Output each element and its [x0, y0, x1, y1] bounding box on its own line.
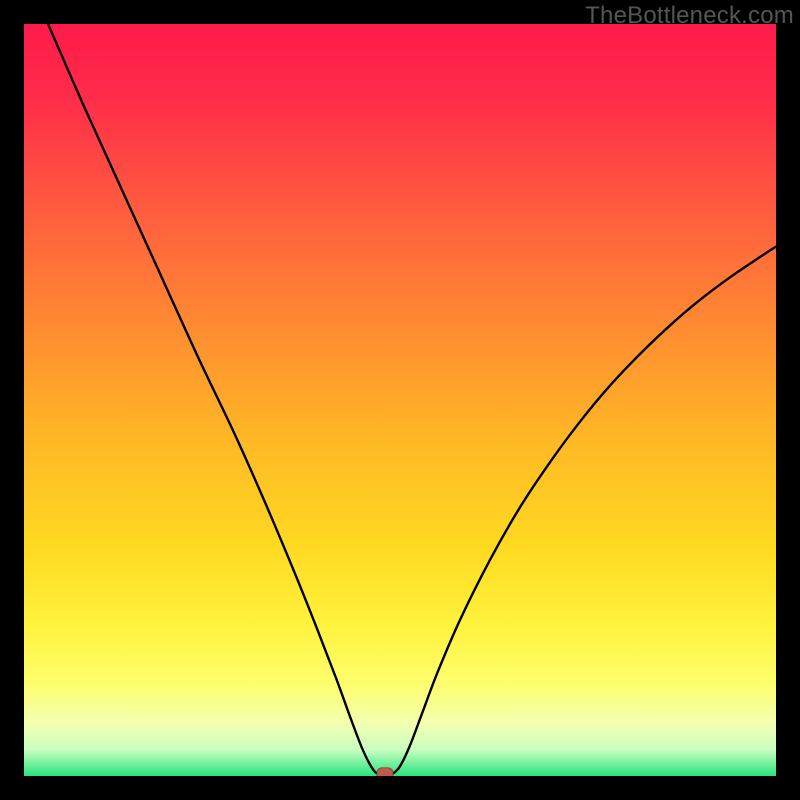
bottleneck-chart [0, 0, 800, 800]
plot-background [24, 24, 776, 776]
watermark-text: TheBottleneck.com [585, 2, 794, 30]
